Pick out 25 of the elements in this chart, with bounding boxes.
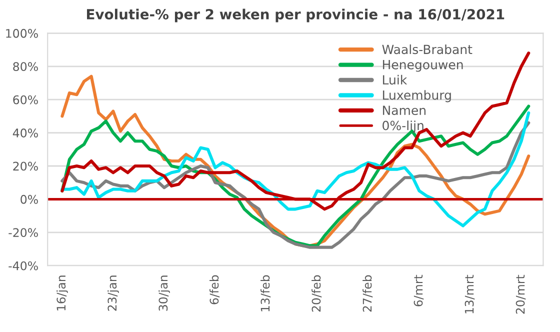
x-tick-label: 16/jan: [56, 276, 68, 310]
y-tick-label: 100%: [6, 28, 38, 38]
y-tick-label: 60%: [13, 95, 38, 104]
x-tick-label: 6/feb: [210, 275, 220, 304]
x-tick-label: 27/feb: [362, 275, 373, 312]
x-tick-label: 23/jan: [107, 276, 119, 311]
legend-label: 0%-lijn: [382, 120, 424, 133]
y-tick-label: -20%: [8, 228, 38, 238]
x-tick-label: 20/mrt: [516, 274, 526, 314]
y-tick-label: 80%: [13, 62, 38, 72]
legend-label: Namen: [382, 106, 426, 116]
x-tick-label: 13/feb: [260, 275, 271, 312]
legend-label: Waals-Brabant: [382, 44, 472, 54]
x-tick-label: 20/feb: [312, 275, 322, 312]
x-tick-label: 30/jan: [158, 276, 170, 311]
y-tick-label: 0%: [20, 194, 38, 204]
x-tick-label: 6/mrt: [414, 274, 424, 306]
legend-label: Luxemburg: [382, 90, 451, 102]
y-tick-label: 40%: [12, 128, 38, 138]
x-tick-label: 13/mrt: [464, 274, 475, 314]
y-tick-label: -40%: [8, 261, 38, 270]
chart-title: Evolutie-% per 2 weken per provincie - na 16/01/2021: [86, 8, 504, 22]
legend-label: Luik: [382, 74, 408, 85]
y-tick-label: 20%: [13, 162, 38, 171]
legend-label: Henegouwen: [382, 60, 463, 72]
